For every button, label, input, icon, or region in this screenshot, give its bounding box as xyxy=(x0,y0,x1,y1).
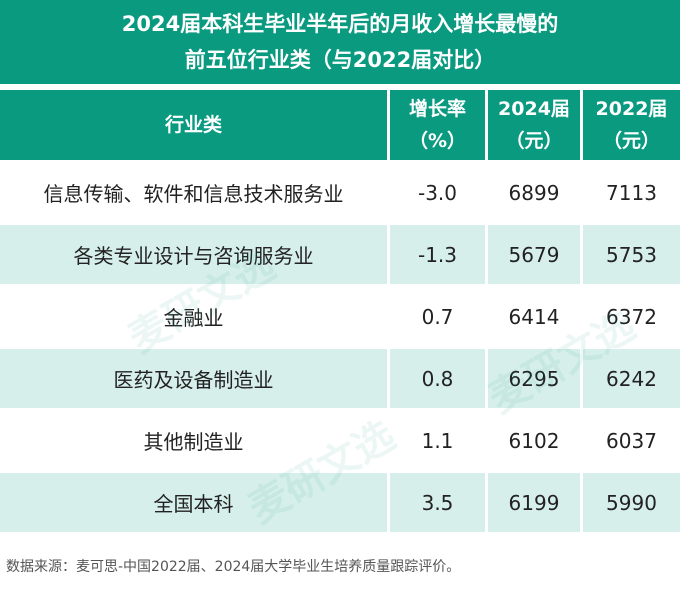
table-row: 信息传输、软件和信息技术服务业 -3.0 6899 7113 xyxy=(0,163,680,222)
table-row: 医药及设备制造业 0.8 6295 6242 xyxy=(0,349,680,408)
cell-industry: 各类专业设计与咨询服务业 xyxy=(0,225,387,284)
header-label: 2024届 xyxy=(498,98,570,120)
cell-industry: 金融业 xyxy=(163,306,224,330)
cell-2022: 6242 xyxy=(583,349,680,408)
cell-industry: 医药及设备制造业 xyxy=(0,349,387,408)
cell-2022: 5753 xyxy=(583,225,680,284)
header-unit: （元） xyxy=(505,130,563,152)
cell-growth: 0.8 xyxy=(390,349,485,408)
cell-2024: 6414 xyxy=(508,304,560,329)
cell-2024: 6199 xyxy=(488,473,580,532)
header-row: 行业类 增长率 （%） 2024届 （元） 2022届 （元） xyxy=(0,90,680,160)
header-unit: （%） xyxy=(408,130,467,152)
header-2024: 2024届 （元） xyxy=(488,90,580,160)
cell-growth: -3.0 xyxy=(417,180,458,205)
header-2022: 2022届 （元） xyxy=(583,90,680,160)
title-line-2: 前五位行业类（与2022届对比） xyxy=(184,48,496,72)
cell-2024: 6102 xyxy=(508,428,560,453)
cell-growth: 3.5 xyxy=(390,473,485,532)
cell-growth: 0.7 xyxy=(421,304,454,329)
cell-industry: 信息传输、软件和信息技术服务业 xyxy=(43,182,344,206)
cell-2022: 7113 xyxy=(606,180,657,205)
cell-2024: 5679 xyxy=(488,225,580,284)
title-line-1: 2024届本科生毕业半年后的月收入增长最慢的 xyxy=(121,12,559,36)
cell-growth: 1.1 xyxy=(421,428,454,453)
header-industry: 行业类 xyxy=(0,90,387,160)
source-note: 数据来源：麦可思-中国2022届、2024届大学毕业生培养质量跟踪评价。 xyxy=(6,559,461,575)
table-row: 其他制造业 1.1 6102 6037 xyxy=(0,411,680,470)
cell-industry: 全国本科 xyxy=(0,473,387,532)
header-label: 增长率 xyxy=(408,98,466,120)
header-label: 2022届 xyxy=(595,98,668,120)
cell-2024: 6295 xyxy=(488,349,580,408)
cell-2024: 6899 xyxy=(508,180,560,205)
cell-2022: 5990 xyxy=(583,473,680,532)
table-row: 全国本科 3.5 6199 5990 xyxy=(0,473,680,532)
table-title: 2024届本科生毕业半年后的月收入增长最慢的 前五位行业类（与2022届对比） xyxy=(0,0,680,84)
cell-2022: 6037 xyxy=(606,428,657,453)
cell-2022: 6372 xyxy=(606,304,657,329)
table-row: 各类专业设计与咨询服务业 -1.3 5679 5753 xyxy=(0,225,680,284)
table-row: 金融业 0.7 6414 6372 xyxy=(0,287,680,346)
data-table: 行业类 增长率 （%） 2024届 （元） 2022届 （元） 信息传输、软件和信息技… xyxy=(0,87,680,535)
header-unit: （元） xyxy=(602,130,660,152)
cell-industry: 其他制造业 xyxy=(143,430,244,454)
header-label: 行业类 xyxy=(164,114,222,136)
header-growth: 增长率 （%） xyxy=(390,90,485,160)
cell-growth: -1.3 xyxy=(390,225,485,284)
